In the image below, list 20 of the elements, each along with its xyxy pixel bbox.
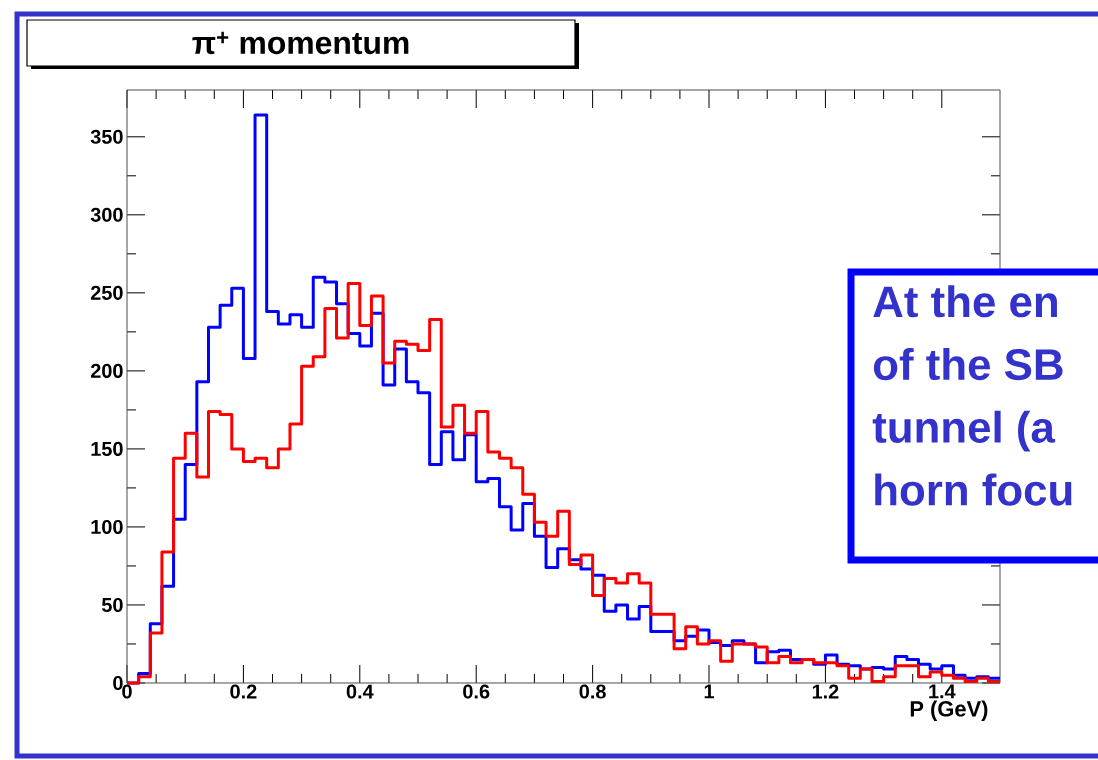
annotation: At the en [873,285,1057,318]
annotation: horn focu [875,473,1072,506]
y-tick-label: 300 [90,207,123,222]
y-tick-label: 200 [90,363,123,378]
y-tick-label: 350 [90,129,123,144]
x-tick-label: 1.4 [929,684,956,699]
x-tick-label: 1.2 [812,684,839,699]
x-tick-label: 0.6 [463,684,490,699]
y-tick-label: 50 [101,597,123,613]
x-tick-label: 0.8 [579,684,606,699]
y-tick-label: 150 [91,441,123,456]
chart-title: π$^{+}$ momentum [192,31,409,55]
x-tick-label: 0.2 [230,684,257,699]
y-tick-label: 250 [90,285,123,300]
x-tick-label: 0.4 [346,684,374,699]
annotation: tunnel (a [872,410,1056,452]
annotation: of the SB [873,347,1063,381]
x-axis-title: P (GeV) [910,700,988,721]
x-tick-label: 1 [704,684,714,699]
y-tick-label: 100 [91,519,123,534]
